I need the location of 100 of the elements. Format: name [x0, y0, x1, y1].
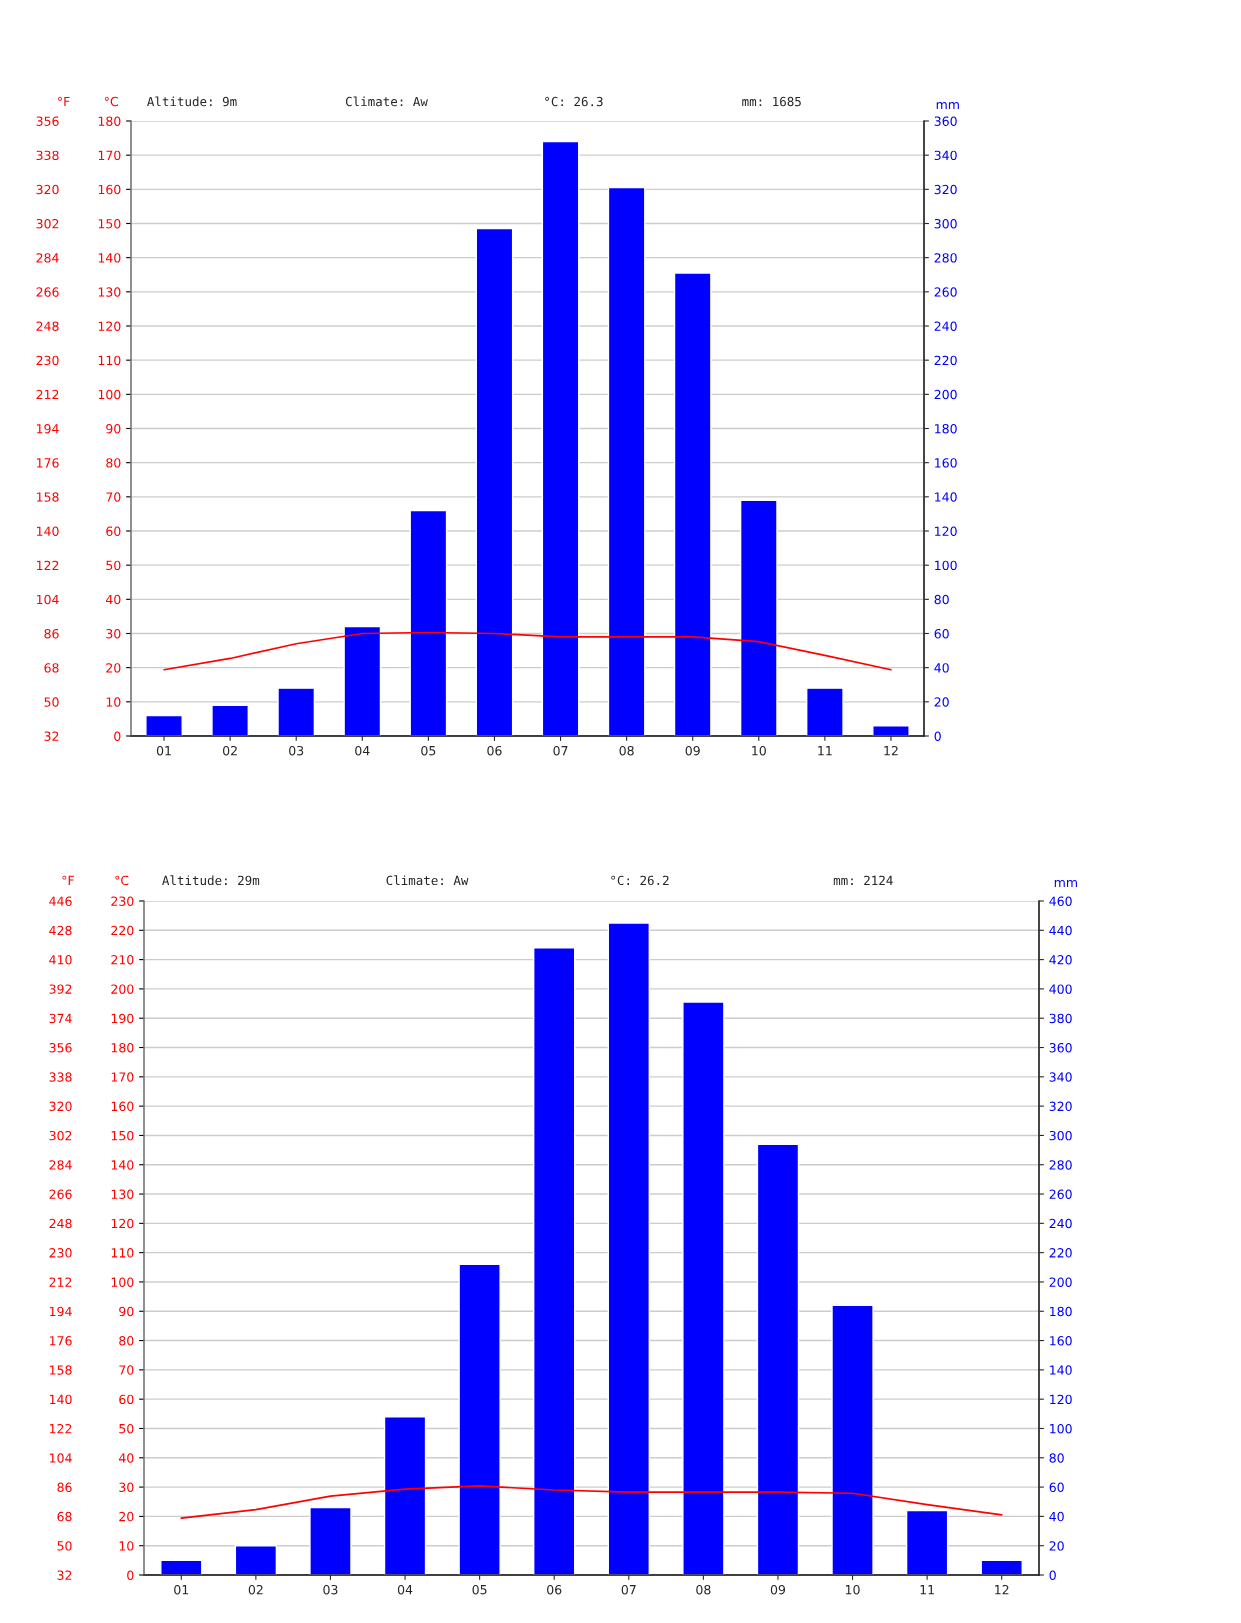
y3-tick-label: 356	[36, 116, 59, 126]
x-tick-label: 12	[884, 745, 898, 756]
y-tick-label: 100	[98, 389, 121, 400]
y2-tick-label: 60	[934, 628, 949, 639]
y-tick-label: 210	[111, 955, 134, 965]
x-tick-label: 02	[248, 1584, 263, 1595]
y3-tick-label: 194	[36, 423, 59, 434]
y2-tick-label: 160	[935, 458, 957, 468]
y3-tick-label: 338	[49, 1072, 72, 1082]
y2-tick-label: 100	[935, 560, 957, 571]
y2-tick-label: 40	[934, 663, 949, 673]
y3-tick-label: 284	[49, 1160, 72, 1170]
y-tick-label: 110	[98, 355, 121, 366]
y2-tick-label: 220	[1049, 1248, 1072, 1258]
y3-tick-label: 374	[49, 1013, 72, 1024]
y-tick-label: 140	[111, 1160, 134, 1170]
y-tick-label: 110	[111, 1248, 134, 1258]
bar	[160, 1559, 203, 1575]
y3-tick-label: 266	[36, 287, 59, 297]
text: Climate: Aw	[386, 875, 469, 886]
y-tick-label: 120	[111, 1218, 134, 1229]
bar	[756, 1143, 800, 1575]
x-tick-label: 08	[619, 745, 634, 756]
y-tick-label: 0	[127, 1570, 134, 1580]
y3-tick-label: 104	[36, 594, 59, 605]
text: °C: 26.3	[545, 96, 603, 107]
y2-tick-label: 120	[1050, 1394, 1072, 1405]
y2-tick-label: 20	[1049, 1541, 1064, 1551]
y2-tick-label: 80	[934, 594, 949, 605]
y2-tick-label: 360	[934, 116, 957, 126]
text: Altitude: 29m	[162, 875, 260, 886]
y2-tick-label: 360	[1049, 1042, 1072, 1053]
y3-tick-label: 230	[49, 1248, 72, 1258]
y-tick-label: 10	[106, 697, 121, 707]
y2-tick-label: 0	[934, 731, 941, 741]
bar	[475, 227, 514, 736]
x-tick-label: 09	[685, 745, 700, 756]
y3-tick-label: 86	[44, 628, 59, 639]
y-tick-label: 190	[111, 1013, 134, 1024]
y-tick-label: 40	[105, 594, 121, 605]
y2-tick-label: 240	[934, 321, 957, 331]
y2-tick-label: 160	[1050, 1336, 1072, 1346]
y3-tick-label: 320	[36, 184, 59, 195]
y3-tick-label: 266	[49, 1189, 72, 1199]
y-tick-label: 150	[98, 218, 121, 229]
y2-tick-label: 200	[1049, 1277, 1072, 1287]
y2-tick-label: 80	[1049, 1453, 1064, 1463]
y-tick-label: 60	[119, 1394, 134, 1405]
y3-tick-label: 68	[44, 663, 59, 673]
text: Altitude: 9m	[147, 96, 237, 107]
y2-tick-label: 240	[1049, 1218, 1072, 1229]
y3-tick-label: 32	[44, 731, 59, 741]
x-tick-label: 07	[553, 745, 568, 756]
y3-tick-label: 302	[49, 1130, 72, 1141]
y3-tick-label: 392	[49, 984, 72, 994]
x-tick-label: 07	[621, 1584, 636, 1595]
x-tick-label: 01	[156, 745, 171, 756]
x-tick-label: 10	[752, 745, 766, 756]
y2-tick-label: 40	[1049, 1511, 1064, 1522]
x-tick-label: 10	[845, 1584, 860, 1595]
y-tick-label: 90	[119, 1306, 134, 1317]
y-tick-label: 160	[111, 1101, 134, 1112]
y3-tick-label: 68	[57, 1511, 72, 1522]
x-tick-label: 04	[355, 745, 370, 756]
text: mm: 2124	[833, 875, 893, 885]
y2-tick-label: 200	[934, 389, 957, 400]
y-tick-label: 80	[106, 458, 121, 468]
y-tick-label: 150	[111, 1130, 134, 1141]
y-tick-label: 180	[111, 1042, 134, 1053]
bar	[458, 1263, 501, 1575]
y2-tick-label: 280	[934, 253, 957, 263]
y3-tick-label: 212	[36, 389, 59, 400]
text: Climate: Aw	[345, 96, 428, 107]
y2-tick-label: 460	[1049, 896, 1072, 906]
y2-tick-label: 400	[1049, 984, 1072, 994]
y-tick-label: 140	[98, 253, 121, 263]
y-tick-label: 70	[106, 492, 121, 502]
x-tick-label: 11	[920, 1585, 934, 1595]
y2-tick-label: 420	[1049, 955, 1072, 965]
bar	[905, 1509, 949, 1575]
y-tick-label: 10	[119, 1541, 134, 1551]
y3-tick-label: 284	[36, 253, 59, 263]
x-tick-label: 06	[487, 745, 502, 756]
y2-tick-label: 120	[935, 526, 957, 536]
y-tick-label: 20	[119, 1511, 134, 1522]
y3-tick-label: 194	[49, 1306, 72, 1317]
bar	[739, 499, 778, 736]
x-tick-label: 11	[818, 746, 832, 756]
y-tick-label: 130	[98, 287, 121, 297]
y3-tick-label: 104	[49, 1453, 72, 1463]
bar	[806, 687, 844, 736]
y2-tick-label: 380	[1049, 1013, 1072, 1024]
bar	[533, 947, 576, 1575]
y3-axis-title: °F	[62, 875, 74, 885]
y2-tick-label: 0	[1049, 1570, 1056, 1580]
y3-tick-label: 212	[49, 1277, 72, 1287]
y-tick-label: 160	[98, 184, 121, 195]
y-tick-label: 120	[98, 321, 121, 331]
y3-tick-label: 176	[49, 1336, 72, 1346]
y-tick-label: 220	[111, 925, 134, 936]
